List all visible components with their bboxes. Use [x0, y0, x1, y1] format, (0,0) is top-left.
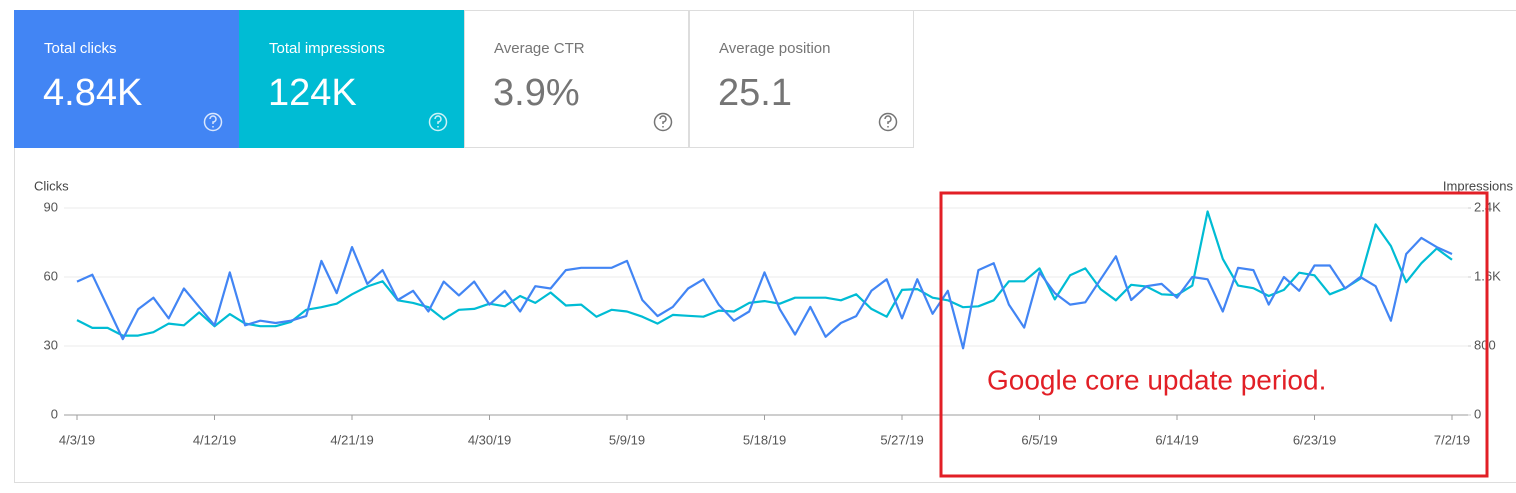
help-icon-mark: [884, 115, 892, 128]
x-tick-label: 6/5/19: [1021, 432, 1057, 447]
x-tick-label: 5/27/19: [880, 432, 923, 447]
card-ctr[interactable]: [464, 10, 689, 148]
y2-tick-label: 0: [1474, 406, 1481, 421]
help-icon: [653, 112, 673, 132]
card-position[interactable]: [689, 10, 914, 148]
y-tick-label: 60: [44, 268, 58, 283]
card-value: 4.84K: [43, 72, 142, 114]
x-tick-label: 5/9/19: [609, 432, 645, 447]
help-icon-mark: [209, 115, 217, 128]
help-icon: [878, 112, 898, 132]
card-clicks[interactable]: [14, 10, 239, 148]
card-label: Total clicks: [44, 40, 117, 57]
help-icon-mark: [659, 115, 667, 128]
x-tick-label: 4/30/19: [468, 432, 511, 447]
help-icon-mark: [434, 115, 442, 128]
card-value: 25.1: [718, 72, 792, 114]
cards: Total clicks 4.84K Total impressions 124K Av…: [43, 40, 898, 132]
card-label: Average position: [719, 40, 830, 57]
y2-tick-label: 800: [1474, 337, 1496, 352]
y-axis-title: Clicks: [34, 178, 69, 193]
card-label: Average CTR: [494, 40, 585, 57]
y-tick-label: 90: [44, 199, 58, 214]
card-value: 124K: [268, 72, 357, 114]
x-tick-label: 4/21/19: [330, 432, 373, 447]
card-impressions[interactable]: [239, 10, 464, 148]
card-value: 3.9%: [493, 72, 580, 114]
x-tick-label: 4/12/19: [193, 432, 236, 447]
help-icon: [428, 112, 448, 132]
x-tick-label: 6/23/19: [1293, 432, 1336, 447]
y-tick-label: 30: [44, 337, 58, 352]
plot: Clicks Impressions030609008001.6K2.4K4/3/…: [34, 178, 1514, 447]
help-icon: [203, 112, 223, 132]
y2-axis-title: Impressions: [1443, 178, 1514, 193]
x-tick-label: 7/2/19: [1434, 432, 1470, 447]
card-label: Total impressions: [269, 40, 385, 57]
x-tick-label: 6/14/19: [1155, 432, 1198, 447]
series-line: [76, 210, 1453, 337]
series-line: [76, 236, 1453, 350]
x-tick-label: 5/18/19: [743, 432, 786, 447]
annotation-box: [939, 191, 1489, 478]
annotation: Google core update period.: [987, 364, 1326, 395]
y-tick-label: 0: [51, 406, 58, 421]
x-tick-label: 4/3/19: [59, 432, 95, 447]
